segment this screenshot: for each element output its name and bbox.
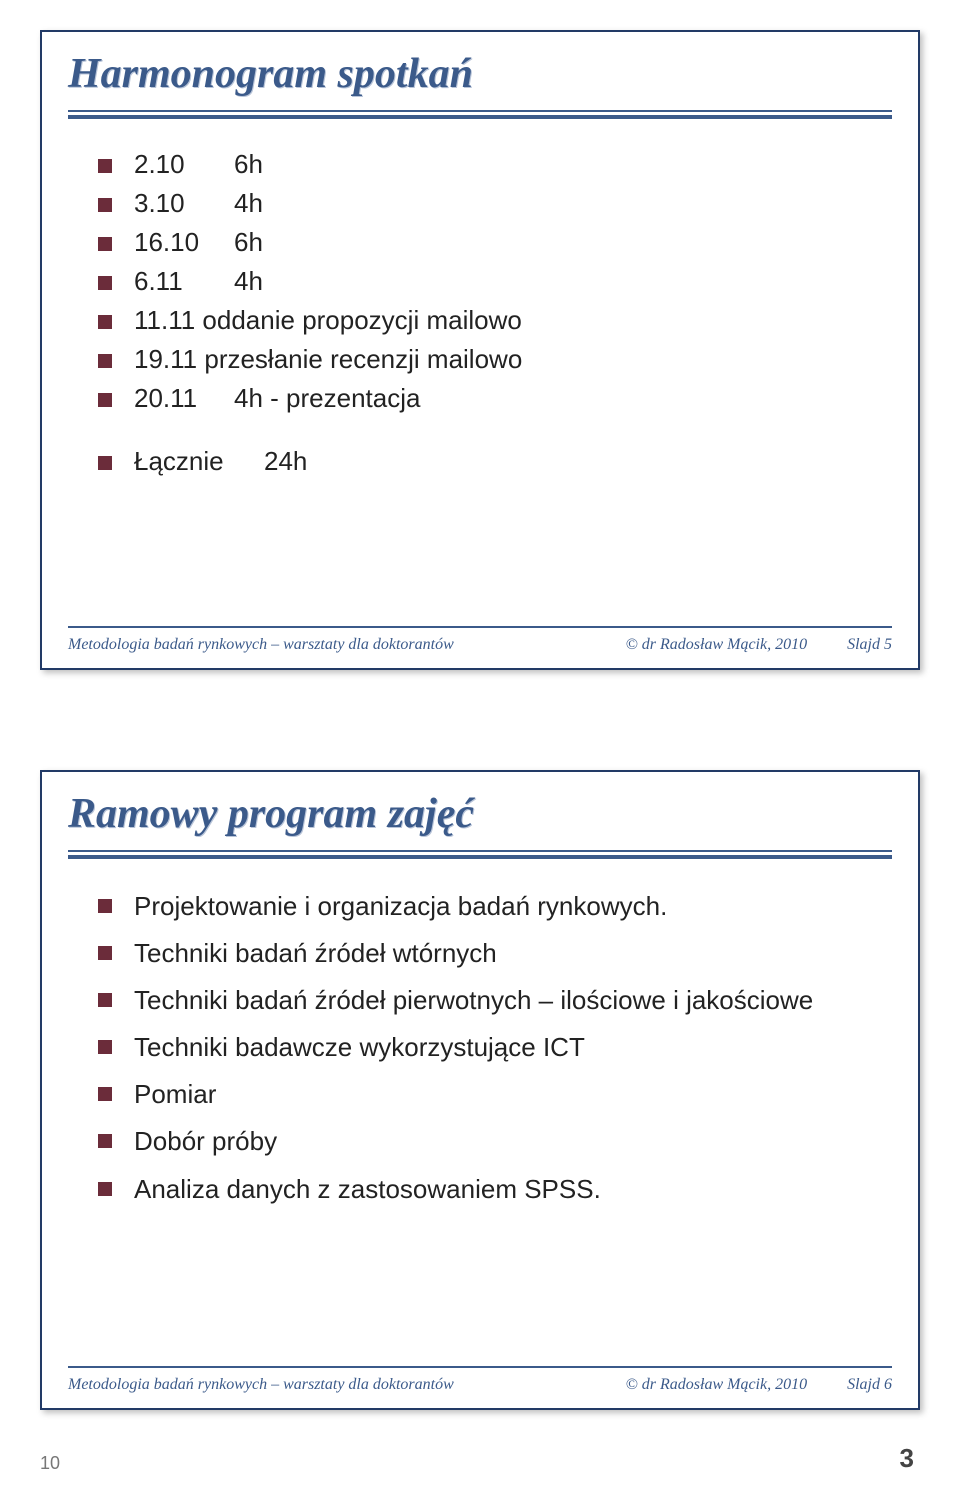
schedule-row: 11.11 oddanie propozycji mailowo bbox=[98, 305, 882, 336]
footer-divider bbox=[68, 1366, 892, 1368]
footer-left: Metodologia badań rynkowych – warsztaty … bbox=[68, 1376, 596, 1394]
schedule-date: 2.10 bbox=[134, 149, 224, 180]
bullet-marker-icon bbox=[98, 1040, 112, 1054]
schedule-hours: 4h - prezentacja bbox=[234, 383, 420, 414]
schedule-date: 3.10 bbox=[134, 188, 224, 219]
schedule-hours: 6h bbox=[234, 227, 263, 258]
slide-header: Harmonogram spotkań bbox=[42, 32, 918, 129]
list-text: Techniki badawcze wykorzystujące ICT bbox=[134, 1030, 585, 1065]
slide-title: Ramowy program zajęć bbox=[68, 790, 892, 838]
schedule-hours: 4h bbox=[234, 188, 263, 219]
bullet-marker-icon bbox=[98, 1182, 112, 1196]
bullet-marker-icon bbox=[98, 946, 112, 960]
slide-title: Harmonogram spotkań bbox=[68, 50, 892, 98]
schedule-row: 20.11 4h - prezentacja bbox=[98, 383, 882, 414]
list-item: Projektowanie i organizacja badań rynkow… bbox=[98, 889, 882, 924]
footer-center: © dr Radosław Mącik, 2010 bbox=[626, 1376, 807, 1394]
bullet-marker-icon bbox=[98, 276, 112, 290]
slide-body: Projektowanie i organizacja badań rynkow… bbox=[42, 869, 918, 1229]
slide-footer: Metodologia badań rynkowych – warsztaty … bbox=[42, 626, 918, 654]
slide-footer: Metodologia badań rynkowych – warsztaty … bbox=[42, 1366, 918, 1394]
schedule-row: 19.11 przesłanie recenzji mailowo bbox=[98, 344, 882, 375]
schedule-hours: 6h bbox=[234, 149, 263, 180]
schedule-summary-row: Łącznie 24h bbox=[98, 446, 882, 477]
title-divider bbox=[68, 110, 892, 119]
schedule-hours: 4h bbox=[234, 266, 263, 297]
page-number: 3 bbox=[900, 1443, 914, 1474]
footer-divider bbox=[68, 626, 892, 628]
footer-center: © dr Radosław Mącik, 2010 bbox=[626, 636, 807, 654]
bullet-marker-icon bbox=[98, 456, 112, 470]
list-text: Analiza danych z zastosowaniem SPSS. bbox=[134, 1172, 601, 1207]
slide-1: Harmonogram spotkań 2.10 6h 3.10 4h 16.1… bbox=[40, 30, 920, 670]
bullet-marker-icon bbox=[98, 1087, 112, 1101]
list-item: Techniki badawcze wykorzystujące ICT bbox=[98, 1030, 882, 1065]
slide-body: 2.10 6h 3.10 4h 16.10 6h 6.11 4h 11.11 o… bbox=[42, 129, 918, 495]
footer-right: Slajd 6 bbox=[847, 1376, 892, 1394]
list-text: Techniki badań źródeł pierwotnych – iloś… bbox=[134, 983, 813, 1018]
bullet-marker-icon bbox=[98, 159, 112, 173]
bullet-marker-icon bbox=[98, 899, 112, 913]
schedule-row: 16.10 6h bbox=[98, 227, 882, 258]
schedule-row: 3.10 4h bbox=[98, 188, 882, 219]
list-item: Techniki badań źródeł pierwotnych – iloś… bbox=[98, 983, 882, 1018]
list-item: Techniki badań źródeł wtórnych bbox=[98, 936, 882, 971]
bullet-marker-icon bbox=[98, 237, 112, 251]
schedule-date: 20.11 bbox=[134, 383, 224, 414]
list-item: Analiza danych z zastosowaniem SPSS. bbox=[98, 1172, 882, 1207]
title-divider bbox=[68, 850, 892, 859]
footer-row: Metodologia badań rynkowych – warsztaty … bbox=[68, 636, 892, 654]
list-text: Pomiar bbox=[134, 1077, 216, 1112]
footer-row: Metodologia badań rynkowych – warsztaty … bbox=[68, 1376, 892, 1394]
schedule-text: 19.11 przesłanie recenzji mailowo bbox=[134, 344, 522, 375]
bullet-marker-icon bbox=[98, 993, 112, 1007]
footer-left: Metodologia badań rynkowych – warsztaty … bbox=[68, 636, 596, 654]
slide-header: Ramowy program zajęć bbox=[42, 772, 918, 869]
list-item: Dobór próby bbox=[98, 1124, 882, 1159]
page-number-secondary: 10 bbox=[40, 1453, 60, 1474]
list-text: Techniki badań źródeł wtórnych bbox=[134, 936, 497, 971]
slide-2: Ramowy program zajęć Projektowanie i org… bbox=[40, 770, 920, 1410]
footer-right: Slajd 5 bbox=[847, 636, 892, 654]
schedule-row: 6.11 4h bbox=[98, 266, 882, 297]
list-text: Projektowanie i organizacja badań rynkow… bbox=[134, 889, 667, 924]
bullet-marker-icon bbox=[98, 198, 112, 212]
bullet-marker-icon bbox=[98, 354, 112, 368]
bullet-marker-icon bbox=[98, 315, 112, 329]
schedule-date: 16.10 bbox=[134, 227, 224, 258]
schedule-text: 11.11 oddanie propozycji mailowo bbox=[134, 305, 522, 336]
bullet-marker-icon bbox=[98, 1134, 112, 1148]
schedule-date: 6.11 bbox=[134, 266, 224, 297]
summary-value: 24h bbox=[264, 446, 307, 477]
list-item: Pomiar bbox=[98, 1077, 882, 1112]
bullet-marker-icon bbox=[98, 393, 112, 407]
summary-label: Łącznie bbox=[134, 446, 254, 477]
list-text: Dobór próby bbox=[134, 1124, 277, 1159]
schedule-row: 2.10 6h bbox=[98, 149, 882, 180]
